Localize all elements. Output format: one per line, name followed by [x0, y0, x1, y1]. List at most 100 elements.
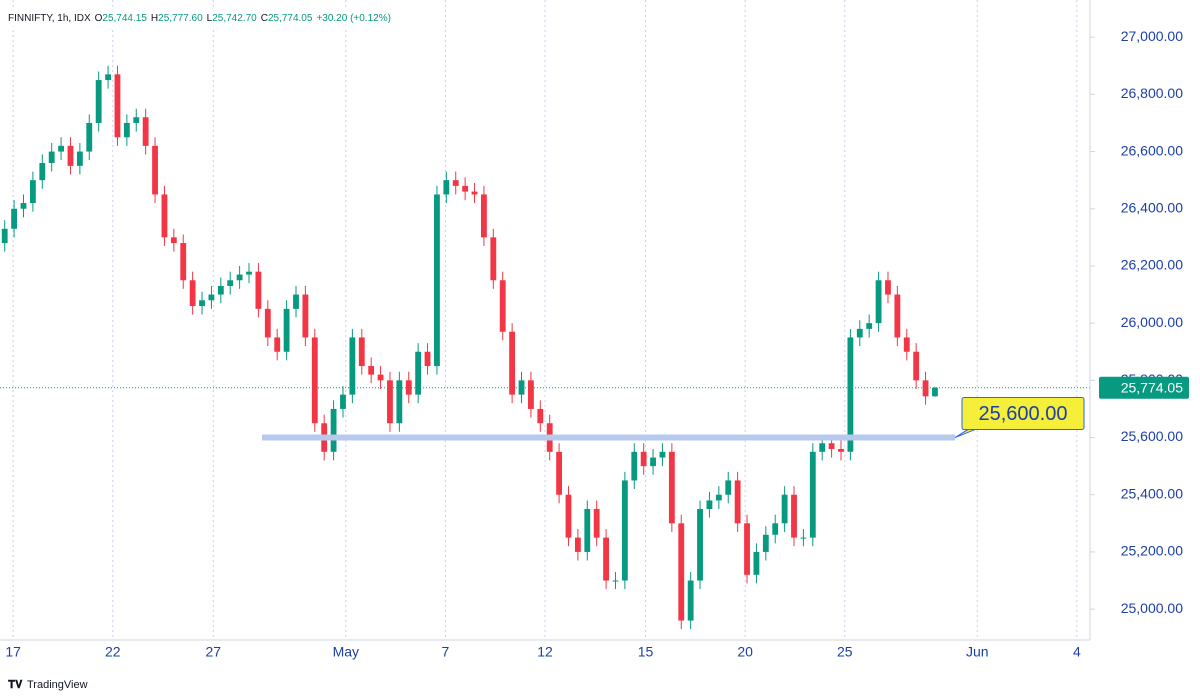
candle-body — [537, 408, 544, 424]
x-tick-label: 25 — [837, 644, 853, 660]
candle-body — [725, 480, 732, 495]
grid — [12, 0, 1078, 640]
candle-body — [462, 185, 469, 192]
candle-body — [387, 380, 393, 424]
candle-body — [781, 494, 788, 524]
candle-body — [368, 366, 375, 375]
candle-body — [67, 145, 74, 166]
candle-body — [358, 337, 365, 367]
y-tick-label: 25,400.00 — [1121, 485, 1183, 501]
candle-body — [1, 228, 8, 244]
candle-body — [58, 145, 64, 152]
candle-body — [246, 271, 252, 275]
candle-body — [556, 451, 563, 495]
candle-body — [772, 523, 779, 535]
y-tick-label: 25,000.00 — [1121, 600, 1183, 616]
candle-body — [86, 122, 93, 152]
y-tick-label: 27,000.00 — [1121, 28, 1183, 44]
candle-body — [913, 351, 920, 381]
candle-body — [885, 280, 891, 295]
candle-body — [199, 300, 205, 306]
o-value: 25,744.15 — [102, 13, 147, 24]
candle-body — [762, 534, 769, 552]
y-tick-label: 26,400.00 — [1121, 199, 1183, 215]
candle-body — [715, 494, 722, 501]
candle-body — [847, 337, 854, 452]
y-tick-label: 25,600.00 — [1121, 428, 1183, 444]
candle-body — [631, 451, 638, 481]
candle-body — [875, 280, 882, 324]
candle-body — [866, 323, 873, 329]
candle-body — [133, 117, 140, 123]
candle-body — [481, 194, 487, 238]
candle-body — [208, 294, 215, 301]
candle-body — [255, 271, 262, 309]
h-value: 25,777.60 — [158, 13, 203, 24]
candle-body — [734, 480, 741, 524]
candle-body — [697, 509, 703, 581]
axes: 17 22 27 May 7 12 15 20 25 Jun 4 25,000.00 25,200.00… — [5, 28, 1189, 660]
y-tick-label: 26,200.00 — [1121, 257, 1183, 273]
candle-body — [415, 351, 422, 395]
callout-label: 25,600.00 — [979, 403, 1068, 425]
candle-body — [678, 523, 685, 621]
candle-body — [499, 280, 506, 332]
x-tick-label: 17 — [5, 644, 21, 660]
change: +30.20 (+0.12%) — [316, 13, 391, 24]
candle-body — [264, 308, 271, 338]
candle-body — [509, 331, 516, 395]
candle-body — [302, 294, 309, 338]
legend-bg — [4, 8, 384, 28]
candle-body — [123, 122, 130, 138]
candle-body — [424, 351, 431, 367]
h-label: H — [151, 13, 158, 24]
x-tick-label: 27 — [206, 644, 222, 660]
candle-body — [621, 480, 628, 581]
y-tick-label: 26,000.00 — [1121, 314, 1183, 330]
x-tick-label: Jun — [966, 644, 989, 660]
candle-body — [311, 337, 318, 424]
candle-body — [434, 194, 440, 367]
candle-body — [29, 180, 36, 204]
candle-body — [518, 380, 525, 395]
candle-body — [687, 580, 694, 621]
candle-body — [640, 451, 647, 467]
last-price-box — [1099, 376, 1189, 399]
candle-body — [490, 237, 497, 281]
candle-body — [105, 74, 111, 81]
y-tick-label: 25,200.00 — [1121, 543, 1183, 559]
candle-body — [330, 408, 337, 452]
x-tick-label: 12 — [537, 644, 553, 660]
candle-body — [340, 394, 346, 409]
candle-body — [283, 308, 290, 352]
candle-body — [659, 451, 666, 458]
candle-body — [142, 117, 149, 146]
candle-body — [377, 374, 384, 381]
l-label: L — [207, 13, 213, 24]
candle-body — [612, 580, 619, 582]
candle-body — [180, 243, 187, 281]
legend: FINNIFTY, 1h, IDX O25,744.15 H25,777.60 L25… — [8, 13, 391, 24]
candle-body — [791, 494, 797, 538]
l-value: 25,742.70 — [212, 13, 257, 24]
candle-body — [227, 280, 234, 286]
c-label: C — [261, 13, 268, 24]
candle-body — [95, 80, 102, 123]
candle-body — [443, 180, 450, 195]
candle-body — [152, 145, 158, 195]
candle-body — [452, 180, 459, 186]
candle-body — [828, 443, 835, 449]
candle-body — [603, 537, 609, 581]
candle-body — [20, 203, 27, 209]
callout-box — [961, 397, 1085, 431]
candle-body — [809, 451, 816, 538]
candle-body — [274, 337, 281, 352]
last-price-label: 25,774.05 — [1121, 379, 1183, 395]
symbol: FINNIFTY, 1h, IDX — [8, 13, 91, 24]
x-tick-label: 22 — [105, 644, 121, 660]
plot: 25,600.00 — [0, 65, 1090, 630]
candle-body — [838, 448, 844, 452]
x-tick-label: 15 — [638, 644, 654, 660]
